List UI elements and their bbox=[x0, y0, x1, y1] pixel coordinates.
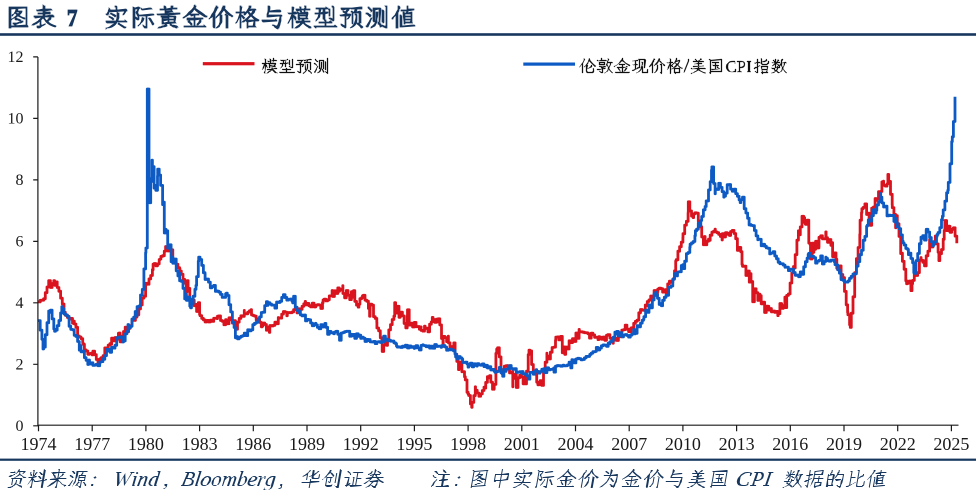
svg-text:1986: 1986 bbox=[235, 434, 271, 454]
svg-text:6: 6 bbox=[16, 234, 24, 251]
svg-text:1989: 1989 bbox=[289, 434, 325, 454]
svg-text:1998: 1998 bbox=[450, 434, 486, 454]
svg-text:2013: 2013 bbox=[719, 434, 755, 454]
svg-text:12: 12 bbox=[8, 49, 24, 66]
svg-text:2022: 2022 bbox=[880, 434, 916, 454]
svg-text:1974: 1974 bbox=[21, 434, 57, 454]
svg-text:10: 10 bbox=[8, 111, 24, 128]
svg-text:2004: 2004 bbox=[558, 434, 594, 454]
svg-text:2016: 2016 bbox=[772, 434, 808, 454]
svg-text:1977: 1977 bbox=[74, 434, 110, 454]
svg-text:1980: 1980 bbox=[128, 434, 164, 454]
svg-text:1992: 1992 bbox=[343, 434, 379, 454]
svg-text:2019: 2019 bbox=[826, 434, 862, 454]
svg-text:0: 0 bbox=[16, 418, 24, 435]
svg-text:2001: 2001 bbox=[504, 434, 540, 454]
svg-text:2007: 2007 bbox=[611, 434, 647, 454]
svg-text:4: 4 bbox=[16, 295, 24, 312]
svg-text:1983: 1983 bbox=[182, 434, 218, 454]
svg-text:8: 8 bbox=[16, 172, 24, 189]
svg-text:2025: 2025 bbox=[933, 434, 969, 454]
svg-text:1995: 1995 bbox=[396, 434, 432, 454]
svg-text:2: 2 bbox=[16, 357, 24, 374]
svg-text:2010: 2010 bbox=[665, 434, 701, 454]
